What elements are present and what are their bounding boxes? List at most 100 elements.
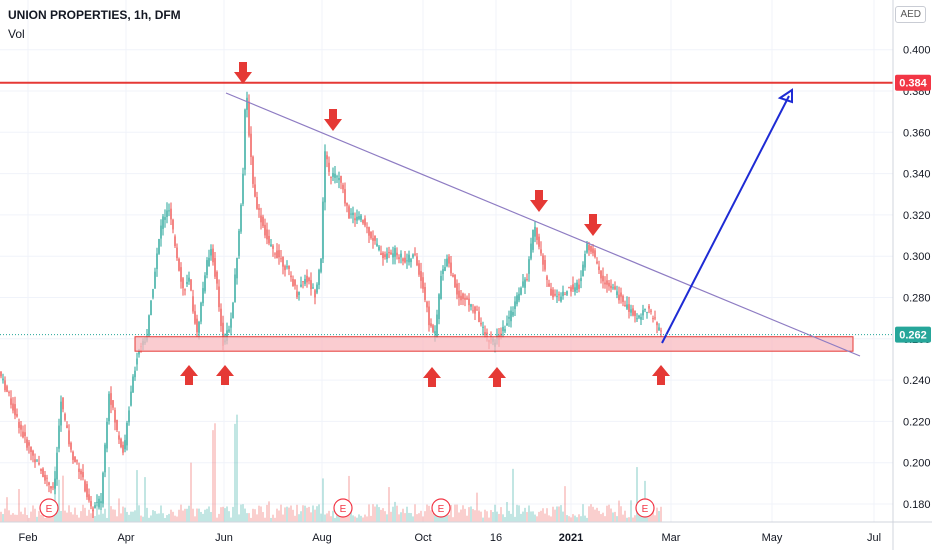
candle-body [14, 404, 16, 416]
volume-bar [228, 511, 230, 522]
down-arrow-icon [530, 190, 548, 212]
candle-body [364, 218, 366, 226]
candle-body [178, 258, 180, 271]
x-tick-label: 16 [490, 532, 502, 544]
volume-bar [402, 508, 404, 522]
volume-bar [36, 516, 38, 522]
volume-bar [604, 516, 606, 522]
volume-bar [580, 516, 582, 522]
volume-bar [524, 507, 526, 522]
volume-bar [10, 514, 12, 522]
x-tick-label: Aug [312, 532, 332, 544]
currency-badge[interactable]: AED [895, 6, 926, 23]
candle-body [206, 260, 208, 275]
x-tick-label: May [762, 532, 783, 544]
candle-body [548, 283, 550, 287]
earnings-icon [431, 498, 451, 518]
volume-bar [268, 501, 270, 522]
volume-bar [518, 505, 520, 522]
candle-body [648, 305, 650, 309]
candle-body [620, 292, 622, 297]
candle-body [52, 486, 54, 488]
volume-bar [616, 516, 618, 522]
volume-bar [554, 509, 556, 522]
candle-body [164, 217, 166, 220]
y-tick-label: 0.360 [903, 127, 931, 139]
volume-bar [566, 515, 568, 522]
volume-bar [258, 505, 260, 522]
volume-bar [544, 513, 546, 522]
volume-bar [202, 513, 204, 522]
volume-bar [596, 507, 598, 522]
volume-bar [62, 475, 64, 522]
candle-body [372, 238, 374, 241]
candle-body [176, 247, 178, 259]
candle-body [428, 306, 430, 326]
candle-body [482, 326, 484, 328]
candle-body [120, 438, 122, 447]
volume-bar [222, 506, 224, 522]
volume-bar [610, 508, 612, 522]
volume-bar [302, 505, 304, 522]
candle-body [624, 305, 626, 307]
candle-body [242, 173, 244, 204]
volume-bar [570, 517, 572, 522]
volume-bar [98, 514, 100, 522]
candle-body [436, 314, 438, 338]
volume-bar [612, 512, 614, 522]
volume-bar [284, 507, 286, 522]
volume-bar [608, 504, 610, 522]
volume-bar [4, 508, 6, 522]
candle-body [458, 290, 460, 298]
candle-body [390, 252, 392, 255]
candle-body [476, 309, 478, 311]
volume-bar [412, 516, 414, 522]
volume-bar [516, 504, 518, 522]
volume-bar [16, 514, 18, 522]
candle-body [412, 254, 414, 258]
volume-bar [482, 517, 484, 522]
candle-body [6, 386, 8, 392]
candle-body [212, 248, 214, 263]
candle-body [130, 391, 132, 406]
volume-bar [512, 468, 514, 522]
candle-body [356, 216, 358, 221]
candle-body [598, 266, 600, 271]
volume-bar [296, 504, 298, 522]
candle-body [564, 294, 566, 296]
volume-bar [318, 504, 320, 522]
y-tick-label: 0.220 [903, 416, 931, 428]
candle-body [336, 176, 338, 178]
volume-bar [466, 515, 468, 522]
candle-body [480, 322, 482, 325]
candle-body [472, 310, 474, 312]
candle-body [50, 486, 52, 489]
candle-body [284, 266, 286, 271]
candle-body [348, 206, 350, 219]
volume-bar [120, 513, 122, 522]
volume-bar [536, 516, 538, 522]
volume-bar [334, 517, 336, 522]
volume-bar [562, 511, 564, 522]
candle-body [418, 263, 420, 275]
price-label-badge [895, 74, 931, 91]
volume-bar [440, 516, 442, 522]
volume-bar [582, 504, 584, 522]
volume-bar [166, 515, 168, 522]
volume-bar [432, 513, 434, 522]
candle-body [116, 419, 118, 431]
candle-body [326, 155, 328, 160]
volume-bar [212, 430, 214, 522]
volume-bar [588, 506, 590, 522]
volume-bar [366, 516, 368, 522]
volume-bar [324, 514, 326, 522]
volume-bar [232, 506, 234, 522]
volume-bar [44, 517, 46, 522]
volume-bar [140, 515, 142, 522]
volume-bar [556, 506, 558, 522]
candle-body [280, 258, 282, 260]
candle-body [42, 468, 44, 478]
volume-bar [380, 509, 382, 522]
candle-body [70, 442, 72, 450]
